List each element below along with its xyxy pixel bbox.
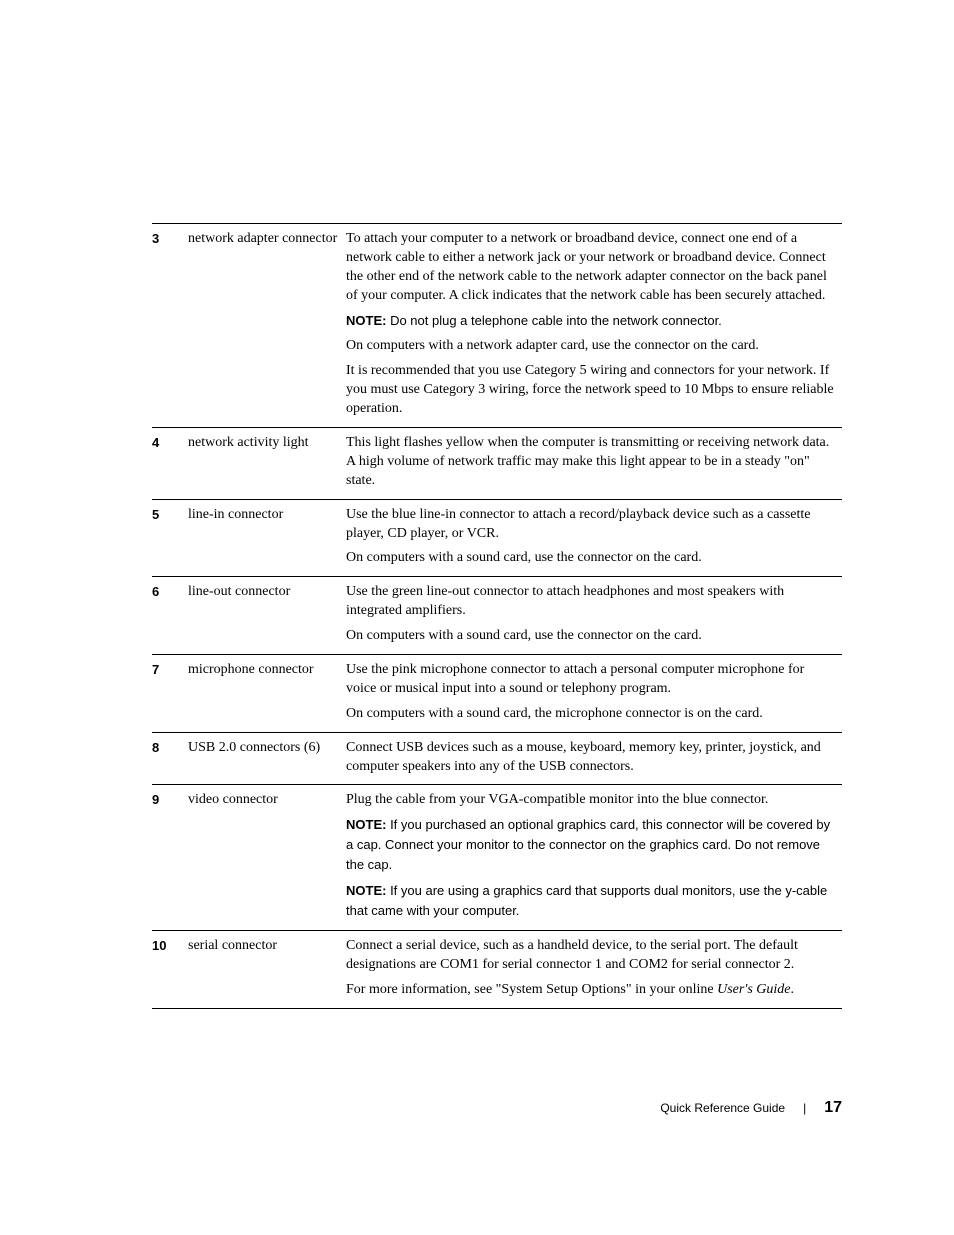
- row-number: 6: [152, 577, 188, 655]
- row-description: Plug the cable from your VGA-compatible …: [346, 785, 842, 930]
- row-name: network activity light: [188, 428, 346, 500]
- row-description: Connect USB devices such as a mouse, key…: [346, 732, 842, 785]
- note-label: NOTE:: [346, 313, 390, 328]
- row-name: line-out connector: [188, 577, 346, 655]
- table-row: 4network activity lightThis light flashe…: [152, 428, 842, 500]
- table-row: 6line-out connectorUse the green line-ou…: [152, 577, 842, 655]
- row-description: Use the pink microphone connector to att…: [346, 655, 842, 733]
- row-name: microphone connector: [188, 655, 346, 733]
- description-paragraph: Use the pink microphone connector to att…: [346, 661, 834, 699]
- description-text: .: [791, 982, 795, 997]
- description-paragraph: NOTE: If you purchased an optional graph…: [346, 816, 834, 876]
- description-paragraph: NOTE: Do not plug a telephone cable into…: [346, 312, 834, 332]
- description-paragraph: On computers with a sound card, use the …: [346, 549, 834, 568]
- footer-page-number: 17: [824, 1099, 842, 1117]
- note-label: NOTE:: [346, 817, 390, 832]
- description-text: For more information, see "System Setup …: [346, 982, 717, 997]
- row-description: This light flashes yellow when the compu…: [346, 428, 842, 500]
- table-row: 9video connectorPlug the cable from your…: [152, 785, 842, 930]
- description-paragraph: To attach your computer to a network or …: [346, 230, 834, 306]
- note-label: NOTE:: [346, 883, 390, 898]
- row-description: Use the green line-out connector to atta…: [346, 577, 842, 655]
- row-name: network adapter connector: [188, 224, 346, 428]
- description-paragraph: This light flashes yellow when the compu…: [346, 434, 834, 491]
- row-number: 5: [152, 499, 188, 577]
- description-paragraph: On computers with a sound card, the micr…: [346, 705, 834, 724]
- row-name: line-in connector: [188, 499, 346, 577]
- row-name: USB 2.0 connectors (6): [188, 732, 346, 785]
- page: 3network adapter connectorTo attach your…: [0, 0, 954, 1235]
- note-text: Do not plug a telephone cable into the n…: [390, 313, 722, 328]
- description-paragraph: It is recommended that you use Category …: [346, 362, 834, 419]
- row-name: video connector: [188, 785, 346, 930]
- row-number: 9: [152, 785, 188, 930]
- row-description: To attach your computer to a network or …: [346, 224, 842, 428]
- footer-title: Quick Reference Guide: [660, 1101, 785, 1115]
- italic-text: User's Guide: [717, 982, 790, 997]
- row-number: 7: [152, 655, 188, 733]
- note-text: If you are using a graphics card that su…: [346, 883, 827, 918]
- table-row: 8USB 2.0 connectors (6)Connect USB devic…: [152, 732, 842, 785]
- description-paragraph: Use the green line-out connector to atta…: [346, 583, 834, 621]
- row-number: 3: [152, 224, 188, 428]
- table-row: 10serial connectorConnect a serial devic…: [152, 930, 842, 1008]
- row-number: 8: [152, 732, 188, 785]
- description-paragraph: On computers with a network adapter card…: [346, 337, 834, 356]
- note-text: If you purchased an optional graphics ca…: [346, 817, 830, 872]
- description-paragraph: Connect USB devices such as a mouse, key…: [346, 739, 834, 777]
- description-paragraph: Connect a serial device, such as a handh…: [346, 937, 834, 975]
- page-footer: Quick Reference Guide | 17: [660, 1099, 842, 1117]
- row-number: 4: [152, 428, 188, 500]
- table-row: 5line-in connectorUse the blue line-in c…: [152, 499, 842, 577]
- footer-divider: |: [803, 1101, 806, 1115]
- reference-table: 3network adapter connectorTo attach your…: [152, 223, 842, 1009]
- row-number: 10: [152, 930, 188, 1008]
- table-row: 3network adapter connectorTo attach your…: [152, 224, 842, 428]
- content-area: 3network adapter connectorTo attach your…: [152, 223, 842, 1009]
- row-name: serial connector: [188, 930, 346, 1008]
- description-paragraph: Use the blue line-in connector to attach…: [346, 506, 834, 544]
- description-paragraph: On computers with a sound card, use the …: [346, 627, 834, 646]
- description-paragraph: Plug the cable from your VGA-compatible …: [346, 791, 834, 810]
- description-paragraph: NOTE: If you are using a graphics card t…: [346, 882, 834, 922]
- table-row: 7microphone connectorUse the pink microp…: [152, 655, 842, 733]
- description-paragraph: For more information, see "System Setup …: [346, 981, 834, 1000]
- row-description: Use the blue line-in connector to attach…: [346, 499, 842, 577]
- row-description: Connect a serial device, such as a handh…: [346, 930, 842, 1008]
